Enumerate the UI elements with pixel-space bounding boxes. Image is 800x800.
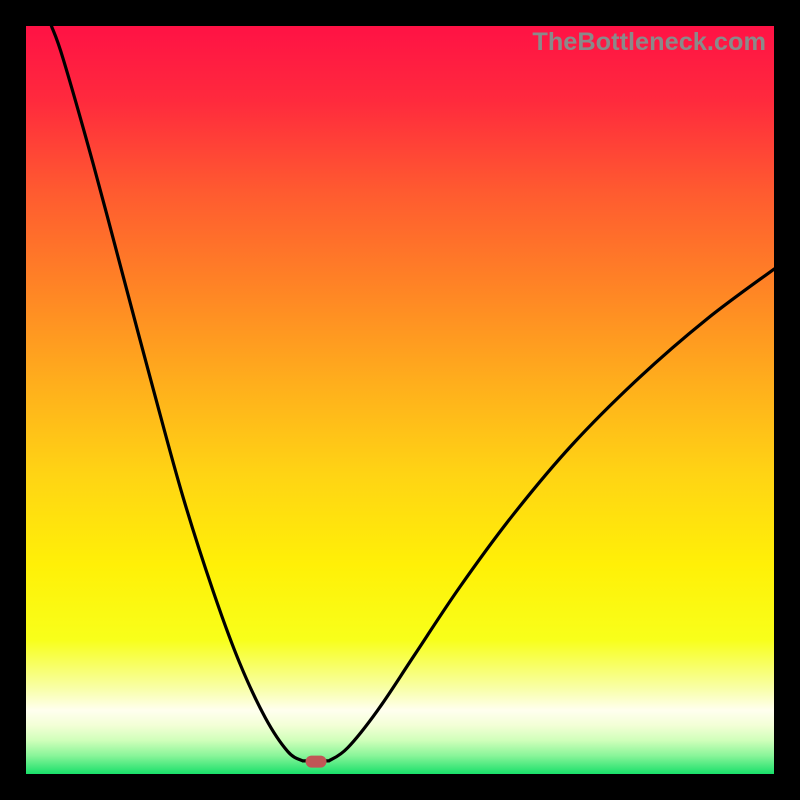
bottleneck-curve (26, 26, 774, 774)
plot-area: TheBottleneck.com (26, 26, 774, 774)
optimum-marker (306, 755, 327, 768)
watermark-text: TheBottleneck.com (532, 28, 766, 57)
chart-frame: TheBottleneck.com (0, 0, 800, 800)
